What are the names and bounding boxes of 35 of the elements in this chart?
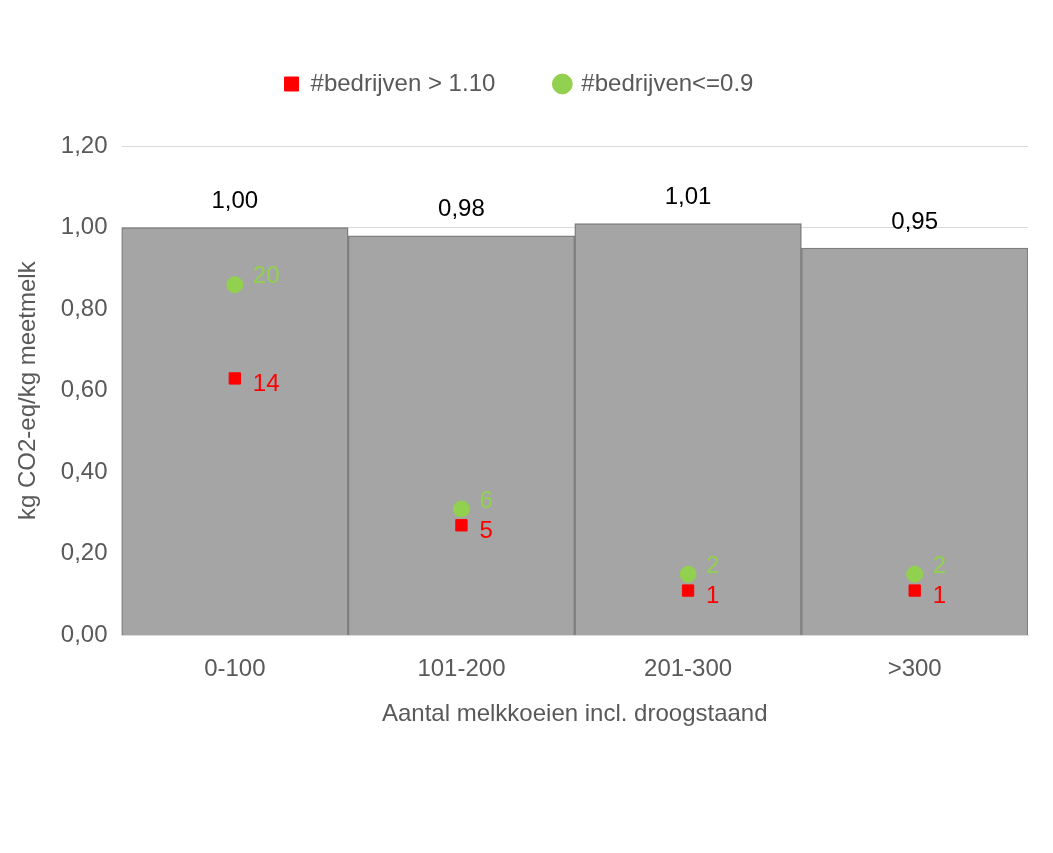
point bbox=[452, 500, 470, 518]
point bbox=[228, 372, 241, 385]
data-label: 0,98 bbox=[438, 194, 485, 222]
y-tick-label: 0,60 bbox=[60, 375, 108, 403]
annotation: 2 bbox=[932, 550, 947, 578]
x-tick-label: 101-200 bbox=[417, 654, 506, 682]
annotation: 14 bbox=[252, 369, 280, 397]
x-tick-label: >300 bbox=[887, 654, 942, 682]
data-label: 1,00 bbox=[211, 186, 259, 214]
annotation: 6 bbox=[479, 485, 493, 513]
x-axis-title: Aantal melkkoeien incl. droogstaand bbox=[381, 699, 768, 727]
point bbox=[679, 565, 697, 583]
annotation: 20 bbox=[252, 261, 280, 289]
annotation: 5 bbox=[479, 515, 493, 543]
annotation: 2 bbox=[706, 550, 720, 578]
annotation: 1 bbox=[932, 581, 947, 609]
x-tick-label: 0-100 bbox=[204, 654, 266, 682]
y-axis-title: kg CO2-eq/kg meetmelk bbox=[13, 260, 41, 521]
y-tick-label: 1,20 bbox=[60, 130, 108, 158]
annotation: 1 bbox=[706, 581, 720, 609]
legend-label: #bedrijven<=0.9 bbox=[581, 68, 754, 96]
x-tick-label: 201-300 bbox=[644, 654, 733, 682]
point bbox=[906, 565, 924, 583]
point bbox=[908, 584, 921, 597]
data-label: 1,01 bbox=[664, 182, 712, 210]
y-tick-label: 0,40 bbox=[60, 456, 108, 484]
data-label: 0,95 bbox=[891, 206, 939, 234]
y-tick-label: 0,80 bbox=[60, 293, 108, 321]
y-tick-label: 0,00 bbox=[60, 620, 108, 648]
y-tick-label: 1,00 bbox=[60, 212, 108, 240]
y-tick-label: 0,20 bbox=[60, 538, 108, 566]
point bbox=[681, 584, 695, 597]
point bbox=[226, 276, 244, 294]
point bbox=[455, 519, 468, 532]
legend-label: #bedrijven > 1.10 bbox=[310, 68, 496, 96]
